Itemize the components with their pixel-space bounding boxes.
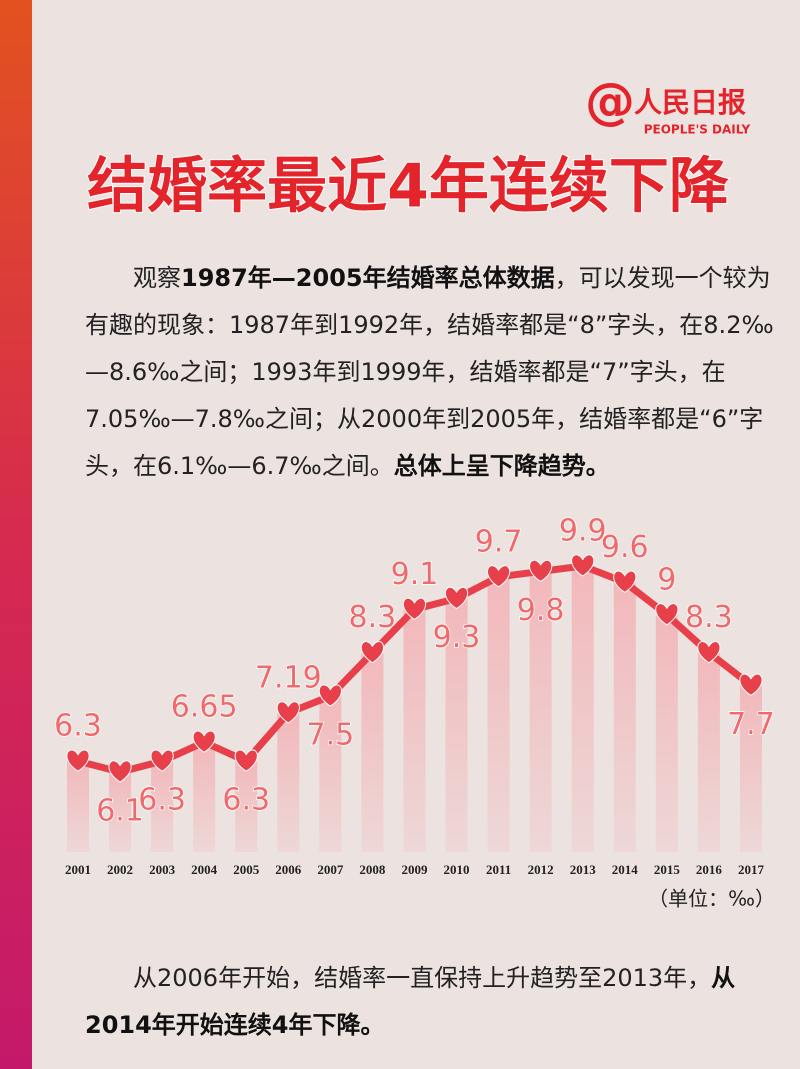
- heart-marker: [444, 586, 469, 610]
- bar: [571, 566, 594, 852]
- x-tick-label: 2014: [612, 862, 639, 877]
- bar: [445, 598, 468, 852]
- logo-icon: @: [585, 73, 635, 131]
- bar: [487, 576, 510, 852]
- bar: [361, 652, 384, 852]
- unit-label: （单位：‰）: [648, 887, 775, 911]
- logo-english: PEOPLE'S DAILY: [644, 123, 751, 137]
- x-tick-label: 2004: [191, 862, 218, 877]
- value-label: 6.3: [54, 709, 102, 744]
- heart-marker: [276, 701, 300, 724]
- bar: [613, 582, 636, 852]
- value-label: 9.9: [559, 514, 607, 549]
- value-label: 6.3: [138, 783, 186, 818]
- bar: [67, 761, 89, 852]
- heart-marker: [150, 749, 174, 772]
- x-tick-label: 2005: [233, 862, 260, 877]
- x-tick-label: 2011: [486, 862, 511, 877]
- value-label: 9.8: [517, 593, 565, 628]
- x-tick-label: 2012: [528, 862, 554, 877]
- side-strip: [0, 0, 32, 1069]
- x-tick-label: 2001: [65, 862, 91, 877]
- bold-text: 1987年—2005年结婚率总体数据: [181, 264, 555, 292]
- x-tick-label: 2010: [444, 862, 470, 877]
- bar: [739, 685, 762, 852]
- x-tick-label: 2017: [738, 862, 765, 877]
- heart-marker: [402, 597, 427, 620]
- value-label: 7.5: [307, 718, 355, 753]
- bold-text: 总体上呈下降趋势。: [393, 452, 610, 480]
- bar: [109, 772, 132, 852]
- bar: [235, 761, 258, 852]
- value-label: 9.6: [601, 530, 649, 565]
- heart-marker: [613, 570, 637, 593]
- logo-name: 人民日报: [634, 86, 746, 119]
- value-label: 9.3: [433, 620, 481, 655]
- value-label: 9.7: [475, 524, 523, 559]
- heart-marker: [192, 730, 216, 753]
- value-label: 6.3: [222, 783, 270, 818]
- heart-marker: [318, 684, 342, 707]
- bar: [655, 614, 678, 852]
- x-tick-label: 2009: [401, 862, 428, 877]
- bar: [403, 609, 426, 852]
- x-tick-label: 2007: [317, 862, 344, 877]
- value-label: 9.1: [391, 557, 439, 592]
- value-label: 8.3: [685, 600, 733, 635]
- x-tick-label: 2015: [654, 862, 681, 877]
- x-tick-label: 2003: [149, 862, 176, 877]
- heart-marker: [655, 603, 679, 626]
- bar: [319, 696, 342, 852]
- x-tick-label: 2013: [570, 862, 597, 877]
- heart-marker: [697, 641, 721, 664]
- chart-title: 结婚率最近4年连续下降: [87, 152, 730, 222]
- heart-marker: [529, 559, 553, 583]
- heart-marker: [486, 565, 511, 588]
- x-tick-label: 2002: [107, 862, 133, 877]
- value-label: 7.7: [727, 707, 775, 742]
- text: 从2006年开始，结婚率一直保持上升趋势至2013年，: [133, 964, 712, 992]
- value-label: 8.3: [349, 600, 397, 635]
- heart-marker: [234, 749, 258, 772]
- bar: [193, 742, 216, 852]
- bar: [151, 761, 174, 852]
- text: 观察: [133, 264, 181, 292]
- bar: [277, 712, 300, 852]
- text: ，可以发现一个较为有趣的现象：1987年到1992年，结婚率都是“8”字头，在8…: [85, 264, 774, 480]
- value-label: 6.65: [171, 690, 238, 725]
- value-label: 9: [657, 562, 676, 597]
- x-tick-label: 2016: [696, 862, 723, 877]
- heart-marker: [571, 554, 595, 577]
- value-label: 7.19: [255, 660, 322, 695]
- heart-marker: [108, 760, 132, 783]
- x-tick-label: 2008: [359, 862, 386, 877]
- bold-text: 从2014年开始连续4年下降。: [85, 964, 736, 1039]
- bar: [529, 571, 552, 852]
- outro-paragraph: 从2006年开始，结婚率一直保持上升趋势至2013年，从2014年开始连续4年下…: [85, 955, 775, 1049]
- heart-marker: [360, 641, 385, 664]
- heart-marker: [66, 749, 90, 772]
- value-label: 6.1: [96, 794, 144, 829]
- x-tick-label: 2006: [275, 862, 302, 877]
- intro-paragraph: 观察1987年—2005年结婚率总体数据，可以发现一个较为有趣的现象：1987年…: [85, 255, 775, 490]
- heart-marker: [739, 673, 763, 696]
- bar: [697, 652, 720, 852]
